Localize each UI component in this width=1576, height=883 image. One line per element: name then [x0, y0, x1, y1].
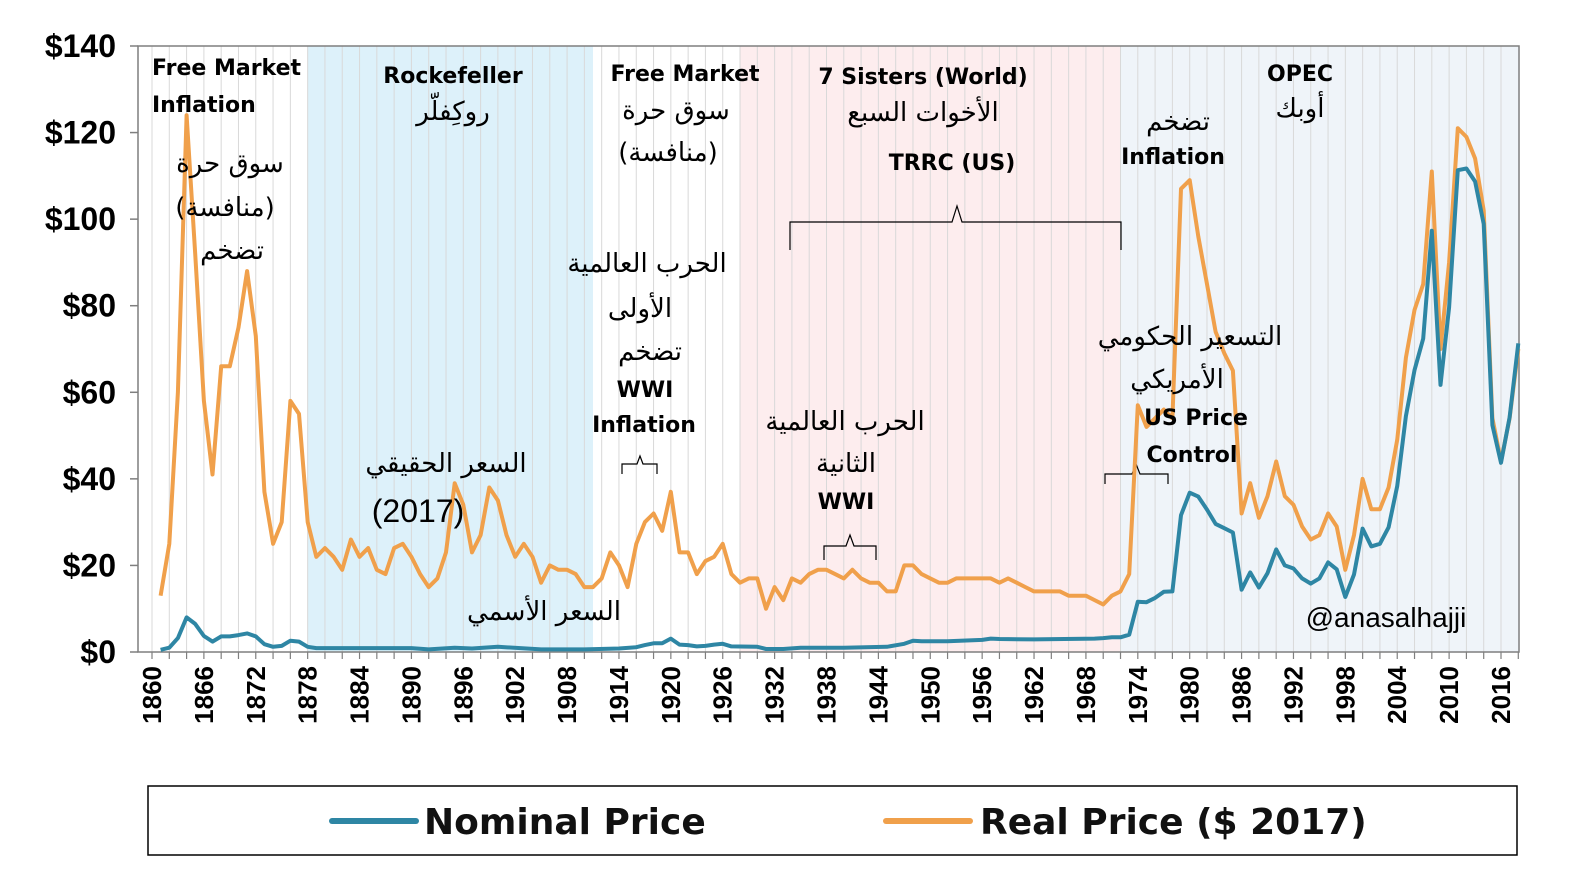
y-tick-label: $40 [63, 461, 116, 497]
free-market-1-ar-line3: تضخم [200, 236, 264, 266]
x-tick-label: 1962 [1019, 666, 1049, 724]
trrc-label: TRRC (US) [889, 151, 1016, 176]
author-handle: @anasalhajji [1306, 602, 1467, 633]
x-tick-label: 1914 [604, 665, 634, 723]
free-market-1-ar-line2: (منافسة) [175, 193, 275, 223]
trrc-bracket [789, 203, 1122, 250]
x-tick-label: 1866 [189, 666, 219, 724]
series-line-real [158, 113, 1521, 611]
free-market-1-en-line1: Free Market [152, 56, 302, 81]
x-tick-label: 1908 [552, 666, 582, 724]
legend-label-real: Real Price ($ 2017) [980, 802, 1367, 843]
x-tick-label: 2016 [1486, 666, 1516, 724]
legend-label-nominal: Nominal Price [424, 802, 706, 843]
seven-sisters-en: 7 Sisters (World) [818, 65, 1027, 90]
opec-en: OPEC [1267, 62, 1333, 87]
real-price-year: (2017) [372, 493, 465, 529]
inflation-1979-en: Inflation [1121, 145, 1225, 170]
free-market-2-ar-line2: (منافسة) [618, 138, 718, 168]
y-tick-label: $140 [45, 28, 116, 64]
series-line-nominal [160, 166, 1521, 652]
y-tick-label: $80 [63, 288, 116, 324]
y-tick-label: $120 [45, 115, 116, 151]
seven-sisters-ar: الأخوات السبع [847, 95, 999, 128]
us-control-ar-line2: الأمريكي [1130, 362, 1224, 395]
y-tick-label: $20 [63, 547, 116, 583]
x-axis: 1860 1866 1872 1878 1884 1890 1896 1902 1908 1914… [137, 652, 1519, 724]
x-tick-label: 1926 [708, 666, 738, 724]
x-tick-label: 1884 [345, 665, 375, 723]
era-band-free-market-2 [593, 46, 741, 652]
real-price-ar: السعر الحقيقي [365, 449, 526, 479]
wwii-ar-line2: الثانية [816, 449, 876, 479]
x-tick-label: 1938 [812, 666, 842, 724]
x-tick-label: 1968 [1071, 666, 1101, 724]
x-tick-label: 1932 [760, 666, 790, 724]
x-tick-label: 1986 [1227, 666, 1257, 724]
x-tick-label: 1920 [656, 666, 686, 724]
era-band-free-market-1 [152, 46, 308, 652]
x-tick-label: 1896 [448, 666, 478, 724]
opec-ar: أوبك [1276, 90, 1325, 124]
y-tick-label: $100 [45, 201, 116, 237]
y-tick-label: $0 [80, 634, 116, 670]
rockefeller-ar: روكِفلّر [414, 91, 490, 127]
x-tick-label: 1998 [1330, 666, 1360, 724]
y-axis: $0 $20 $40 $60 $80 $100 $120 $140 [45, 28, 138, 670]
us-control-en-line2: Control [1147, 443, 1238, 468]
era-band-opec [1120, 46, 1519, 652]
free-market-2-ar-line1: سوق حرة [622, 96, 730, 126]
us-control-en-line1: US Price [1144, 406, 1248, 431]
us-control-ar-line1: التسعير الحكومي [1098, 322, 1283, 352]
free-market-2-en: Free Market [610, 62, 760, 87]
wwi-ar-line2: الأولى [608, 291, 672, 324]
y-tick-label: $60 [63, 374, 116, 410]
x-tick-label: 1992 [1279, 666, 1309, 724]
x-tick-label: 1944 [863, 665, 893, 723]
wwi-en-line1: WWI [617, 378, 674, 403]
x-tick-label: 1878 [293, 666, 323, 724]
x-tick-label: 1902 [500, 666, 530, 724]
wwi-en-line2: Inflation [592, 413, 696, 438]
wwii-ar-line1: الحرب العالمية [765, 407, 924, 437]
x-tick-label: 1974 [1123, 665, 1153, 723]
free-market-1-en-line2: Inflation [152, 93, 256, 118]
x-tick-label: 1890 [396, 666, 426, 724]
x-tick-label: 1872 [241, 666, 271, 724]
wwi-ar-line1: الحرب العالمية [567, 249, 726, 279]
inflation-1979-ar: تضخم [1146, 107, 1210, 137]
rockefeller-en: Rockefeller [383, 64, 523, 89]
x-tick-label: 2010 [1434, 666, 1464, 724]
x-tick-label: 2004 [1382, 665, 1412, 723]
wwii-bracket [823, 533, 877, 560]
series-group [158, 113, 1521, 652]
free-market-1-ar-line1: سوق حرة [176, 149, 284, 179]
x-tick-label: 1950 [915, 666, 945, 724]
wwi-bracket [621, 454, 658, 474]
x-tick-label: 1980 [1175, 666, 1205, 724]
nominal-price-ar: السعر الأسمي [467, 594, 621, 627]
wwi-ar-line3: تضخم [618, 337, 682, 367]
legend: Nominal Price Real Price ($ 2017) [147, 785, 1518, 856]
x-tick-label: 1956 [967, 666, 997, 724]
era-bands [152, 46, 1519, 652]
wwii-en: WWI [818, 490, 875, 515]
x-tick-label: 1860 [137, 666, 167, 724]
